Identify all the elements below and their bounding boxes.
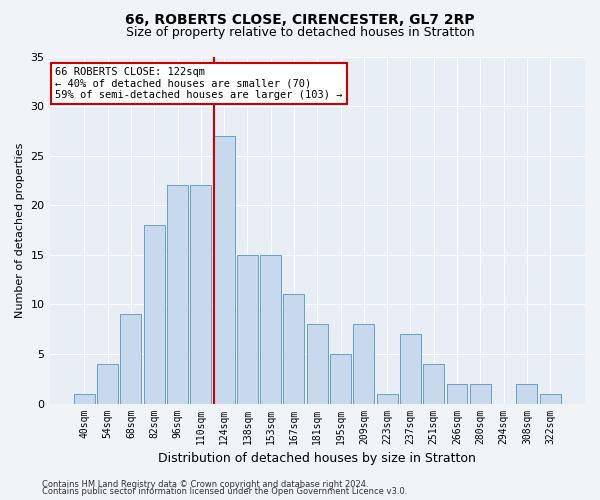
Text: Size of property relative to detached houses in Stratton: Size of property relative to detached ho…: [125, 26, 475, 39]
Bar: [144, 225, 165, 404]
Bar: [121, 314, 142, 404]
Text: Contains public sector information licensed under the Open Government Licence v3: Contains public sector information licen…: [42, 488, 407, 496]
Bar: [353, 324, 374, 404]
Bar: [74, 394, 95, 404]
Bar: [214, 136, 235, 404]
Bar: [446, 384, 467, 404]
Bar: [470, 384, 491, 404]
Bar: [167, 186, 188, 404]
Bar: [517, 384, 538, 404]
Bar: [190, 186, 211, 404]
Bar: [539, 394, 560, 404]
Title: 66, ROBERTS CLOSE, CIRENCESTER, GL7 2RP
Size of property relative to detached ho: 66, ROBERTS CLOSE, CIRENCESTER, GL7 2RP …: [0, 499, 1, 500]
Bar: [283, 294, 304, 404]
Bar: [423, 364, 444, 404]
Text: 66 ROBERTS CLOSE: 122sqm
← 40% of detached houses are smaller (70)
59% of semi-d: 66 ROBERTS CLOSE: 122sqm ← 40% of detach…: [55, 67, 343, 100]
Bar: [400, 334, 421, 404]
Bar: [377, 394, 398, 404]
Text: 66, ROBERTS CLOSE, CIRENCESTER, GL7 2RP: 66, ROBERTS CLOSE, CIRENCESTER, GL7 2RP: [125, 12, 475, 26]
Bar: [237, 255, 258, 404]
Bar: [97, 364, 118, 404]
Bar: [307, 324, 328, 404]
Bar: [260, 255, 281, 404]
Bar: [330, 354, 351, 404]
Y-axis label: Number of detached properties: Number of detached properties: [15, 142, 25, 318]
Text: Contains HM Land Registry data © Crown copyright and database right 2024.: Contains HM Land Registry data © Crown c…: [42, 480, 368, 489]
X-axis label: Distribution of detached houses by size in Stratton: Distribution of detached houses by size …: [158, 452, 476, 465]
